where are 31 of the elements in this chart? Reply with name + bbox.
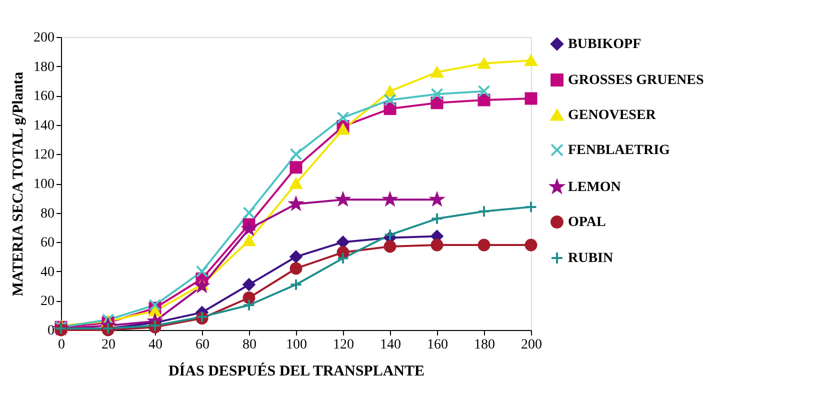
x-tick-label: 40 <box>148 338 162 352</box>
x-tick-label: 100 <box>286 338 307 352</box>
x-tick-label: 200 <box>521 338 542 352</box>
y-tick-label: 160 <box>34 89 54 104</box>
legend-label: OPAL <box>568 215 606 230</box>
y-tick-label: 140 <box>34 118 54 134</box>
y-tick-label: 20 <box>40 294 54 310</box>
x-tick-label: 160 <box>427 338 448 352</box>
x-tick-label: 0 <box>58 338 65 352</box>
legend-label: FENBLAETRIG <box>568 143 670 158</box>
legend-label: GROSSES GRUENES <box>568 73 704 88</box>
y-axis-title: MATERIA SECA TOTAL g/Planta <box>10 71 26 296</box>
legend-label: LEMON <box>568 180 621 195</box>
x-tick-label: 20 <box>102 338 116 352</box>
x-tick-label: 180 <box>474 338 495 352</box>
y-tick-label: 120 <box>34 148 54 163</box>
y-tick-label: 60 <box>40 236 54 251</box>
legend-label: BUBIKOPF <box>568 37 642 52</box>
y-tick-label: 180 <box>34 60 54 75</box>
y-tick-label: 100 <box>34 177 54 192</box>
x-axis-title: DÍAS DESPUÉS DEL TRANSPLANTE <box>168 362 425 380</box>
legend-label: RUBIN <box>568 251 614 266</box>
x-tick-label: 120 <box>333 338 354 352</box>
legend-label: GENOVESER <box>568 108 657 123</box>
x-tick-label: 80 <box>242 338 256 352</box>
y-tick-label: 80 <box>40 206 54 222</box>
x-tick-label: 60 <box>196 338 210 352</box>
y-tick-label: 0 <box>48 324 54 338</box>
y-tick-label: 40 <box>40 264 54 280</box>
x-tick-label: 140 <box>380 338 401 352</box>
y-tick-label: 200 <box>34 30 54 46</box>
